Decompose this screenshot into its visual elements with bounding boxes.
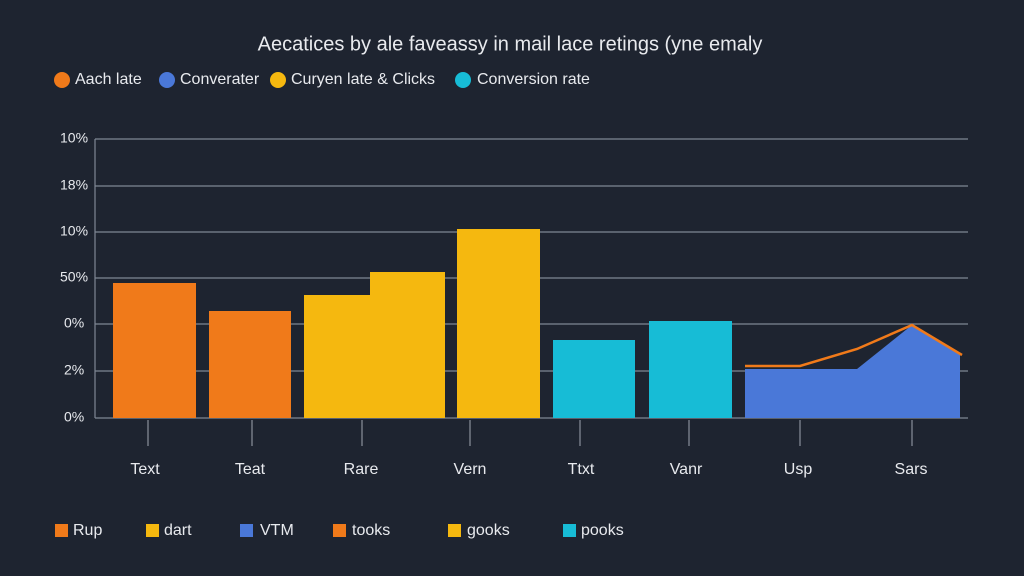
- legend-label: pooks: [581, 522, 624, 539]
- bar: [457, 229, 540, 418]
- x-ticks: [147, 420, 913, 446]
- legend-swatch: [240, 524, 253, 537]
- legend-label: Aach late: [75, 71, 142, 88]
- legend-swatch: [333, 524, 346, 537]
- legend-swatch: [159, 72, 175, 88]
- chart-title: Aecatices by ale faveassy in mail lace r…: [258, 33, 763, 55]
- y-tick-label: 2%: [64, 362, 84, 378]
- legend-label: Conversion rate: [477, 71, 590, 88]
- y-tick-label: 18%: [60, 177, 88, 193]
- legend-label: Rup: [73, 522, 102, 539]
- legend-label: Converater: [180, 71, 260, 88]
- x-tick-label: Ttxt: [568, 461, 595, 478]
- bar: [370, 272, 445, 418]
- x-tick-label: Usp: [784, 461, 813, 478]
- bar: [209, 311, 291, 418]
- bar: [304, 295, 371, 418]
- legend-bottom: Rup dart VTM tooks gooks pooks: [55, 522, 624, 539]
- legend-top: Aach late Converater Curyen late & Click…: [54, 71, 590, 88]
- legend-swatch: [55, 524, 68, 537]
- legend-label: dart: [164, 522, 192, 539]
- x-tick-label: Sars: [895, 461, 928, 478]
- x-tick-label: Vern: [454, 461, 487, 478]
- y-tick-label: 10%: [60, 130, 88, 146]
- y-tick-label: 10%: [60, 223, 88, 239]
- legend-swatch: [448, 524, 461, 537]
- bar: [649, 321, 732, 418]
- x-tick-label: Rare: [344, 461, 379, 478]
- legend-label: VTM: [260, 522, 294, 539]
- legend-label: tooks: [352, 522, 390, 539]
- legend-swatch: [563, 524, 576, 537]
- legend-swatch: [270, 72, 286, 88]
- legend-label: Curyen late & Clicks: [291, 71, 435, 88]
- legend-swatch: [146, 524, 159, 537]
- area: [745, 325, 960, 418]
- x-tick-label: Text: [130, 461, 160, 478]
- legend-swatch: [455, 72, 471, 88]
- y-tick-label: 0%: [64, 315, 84, 331]
- bar: [113, 283, 196, 418]
- y-axis-labels: 10% 18% 10% 50% 0% 2% 0%: [60, 130, 88, 425]
- x-tick-label: Teat: [235, 461, 266, 478]
- bar: [553, 340, 635, 418]
- line: [745, 323, 963, 368]
- legend-label: gooks: [467, 522, 510, 539]
- y-tick-label: 0%: [64, 409, 84, 425]
- legend-swatch: [54, 72, 70, 88]
- x-tick-label: Vanr: [670, 461, 703, 478]
- y-tick-label: 50%: [60, 269, 88, 285]
- x-labels: Text Teat Rare Vern Ttxt Vanr Usp Sars: [130, 461, 927, 478]
- bars: [113, 229, 963, 418]
